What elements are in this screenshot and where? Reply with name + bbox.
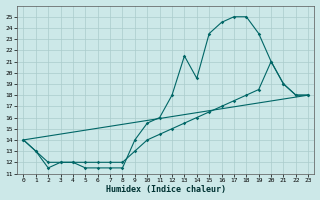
X-axis label: Humidex (Indice chaleur): Humidex (Indice chaleur) xyxy=(106,185,226,194)
